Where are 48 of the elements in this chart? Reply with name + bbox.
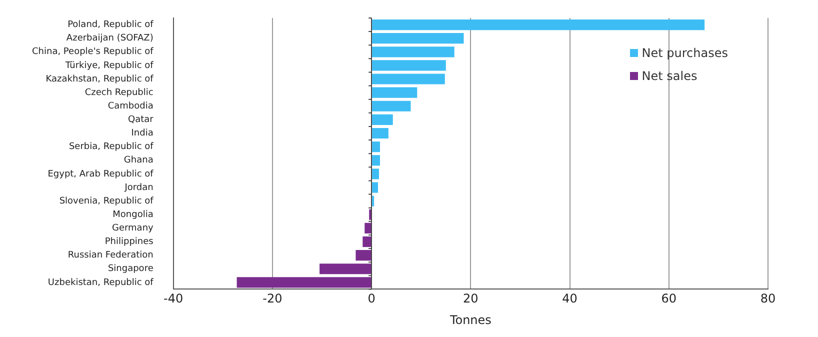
y-tick-label: Singapore bbox=[108, 264, 154, 274]
bar bbox=[320, 264, 372, 274]
y-tick-label: Mongolia bbox=[112, 210, 154, 220]
y-tick-label: Uzbekistan, Republic of bbox=[48, 278, 154, 288]
legend-label: Net sales bbox=[642, 69, 698, 83]
bar bbox=[372, 128, 388, 139]
x-tick-label: 20 bbox=[463, 292, 478, 306]
y-tick-label: Philippines bbox=[104, 237, 154, 248]
bar bbox=[372, 74, 445, 84]
y-tick-label: Russian Federation bbox=[68, 250, 154, 261]
bar bbox=[356, 250, 372, 261]
x-axis-title: Tonnes bbox=[448, 312, 492, 327]
y-tick-label: Serbia, Republic of bbox=[68, 142, 154, 152]
legend-label: Net purchases bbox=[642, 46, 728, 60]
y-tick-label: Türkiye, Republic of bbox=[64, 60, 154, 71]
y-tick-label: Germany bbox=[112, 224, 154, 234]
y-tick-label: Czech Republic bbox=[84, 88, 154, 98]
y-tick-label: Azerbaijan (SOFAZ) bbox=[66, 34, 154, 44]
bar bbox=[372, 46, 454, 58]
x-tick-label: 60 bbox=[661, 292, 677, 306]
x-tick-label: -40 bbox=[164, 292, 184, 306]
y-tick-label: Kazakhstan, Republic of bbox=[46, 74, 154, 84]
x-tick-label: -20 bbox=[262, 292, 282, 306]
bar bbox=[362, 236, 372, 248]
x-tick-label: 0 bbox=[368, 292, 376, 306]
bar bbox=[372, 168, 380, 180]
y-tick-label: Egypt, Arab Republic of bbox=[48, 169, 154, 180]
y-tick-label: Ghana bbox=[124, 156, 154, 166]
bar bbox=[372, 155, 380, 166]
bar bbox=[372, 60, 446, 71]
bar bbox=[372, 19, 705, 30]
y-tick-label: India bbox=[131, 128, 154, 139]
y-tick-label: China, People's Republic of bbox=[32, 47, 154, 58]
bar bbox=[372, 114, 393, 125]
bar bbox=[372, 182, 378, 193]
y-tick-label: Cambodia bbox=[108, 101, 154, 112]
bar bbox=[372, 100, 411, 112]
y-tick-label: Jordan bbox=[124, 182, 154, 193]
y-tick-label: Slovenia, Republic of bbox=[59, 196, 154, 206]
bar bbox=[372, 33, 464, 44]
bar bbox=[372, 87, 418, 98]
bar bbox=[372, 142, 380, 152]
bar bbox=[364, 222, 372, 234]
y-tick-label: Qatar bbox=[128, 115, 154, 126]
bar bbox=[236, 277, 372, 288]
x-tick-label: 80 bbox=[760, 292, 776, 306]
x-tick-label: 40 bbox=[562, 292, 578, 306]
y-tick-label: Poland, Republic of bbox=[68, 20, 154, 30]
